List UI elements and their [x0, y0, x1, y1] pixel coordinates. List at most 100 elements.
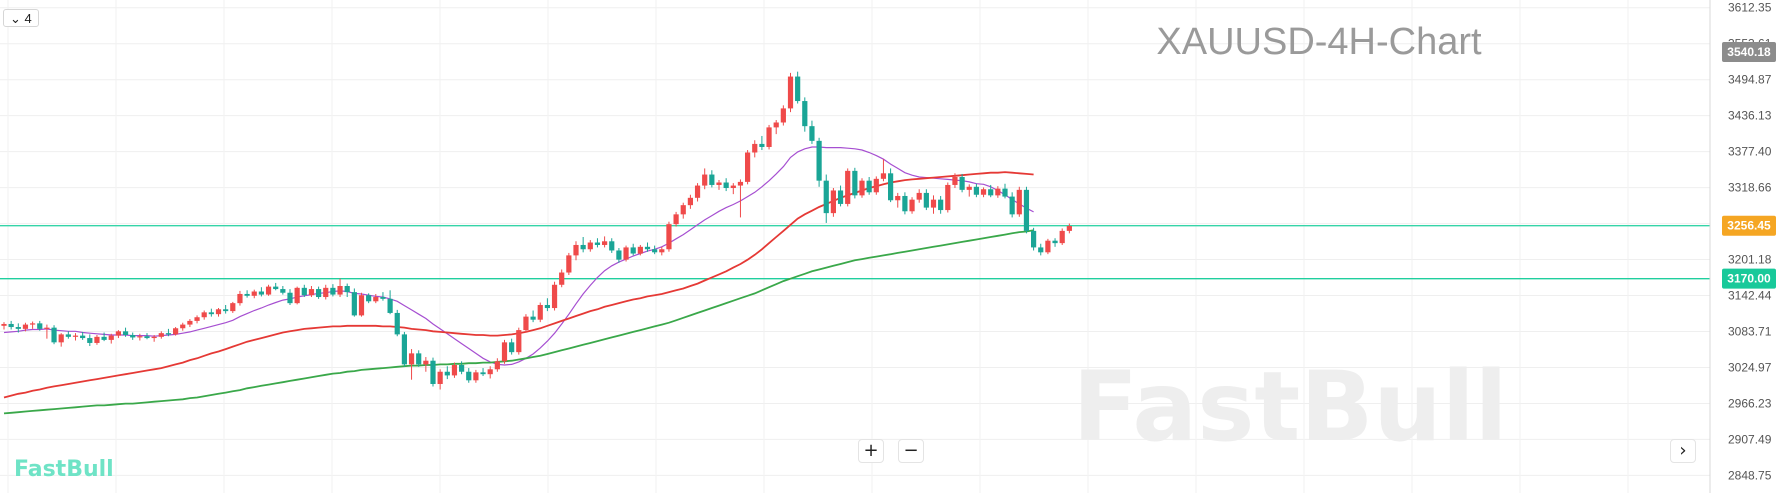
- candle: [1045, 238, 1051, 255]
- candle-body: [8, 323, 14, 328]
- price-badge-label: 3170.00: [1727, 272, 1771, 286]
- zoom-out-button[interactable]: −: [898, 439, 924, 463]
- candle-body: [158, 333, 164, 337]
- candle: [802, 97, 808, 132]
- candle: [880, 159, 887, 182]
- candle: [158, 331, 164, 339]
- candle-body: [623, 247, 629, 260]
- candle-body: [888, 173, 894, 201]
- candle-body: [466, 371, 472, 381]
- candle-body: [759, 143, 765, 147]
- candle-body: [37, 323, 43, 329]
- candle-body: [680, 205, 686, 215]
- candle: [265, 284, 272, 296]
- candle: [938, 195, 944, 214]
- candle: [344, 283, 350, 298]
- candle: [544, 298, 550, 312]
- candle: [8, 320, 14, 330]
- candle: [666, 221, 672, 252]
- candle: [459, 361, 465, 375]
- candle: [1052, 238, 1058, 247]
- candle-body: [873, 178, 879, 193]
- candle: [337, 278, 343, 298]
- grid-lines: [0, 0, 1710, 493]
- candle-body: [401, 334, 407, 365]
- price-axis[interactable]: 3612.353553.613494.873436.133377.403318.…: [1728, 1, 1772, 483]
- candle-body: [930, 199, 937, 208]
- candle-body: [151, 336, 157, 339]
- candle: [294, 286, 300, 305]
- candle: [230, 301, 236, 313]
- candle-body: [580, 244, 586, 250]
- candle: [845, 168, 851, 207]
- candle-body: [351, 292, 357, 316]
- candle-body: [208, 312, 214, 315]
- price-badge: 3256.45: [1722, 215, 1776, 236]
- y-tick-label: 2966.23: [1728, 396, 1772, 410]
- candle: [115, 330, 121, 339]
- y-tick-label: 3318.66: [1728, 181, 1772, 195]
- candle-body: [594, 242, 601, 245]
- candle-body: [101, 336, 107, 340]
- candle-body: [301, 287, 307, 296]
- candle: [530, 310, 536, 323]
- candle: [902, 192, 908, 215]
- candle: [852, 167, 858, 199]
- candle-body: [137, 336, 143, 338]
- chart-title: XAUUSD-4H-Chart: [1156, 21, 1482, 63]
- zoom-in-button[interactable]: +: [858, 439, 884, 463]
- candle: [237, 290, 243, 306]
- candle-body: [795, 76, 801, 102]
- candle-body: [630, 247, 636, 254]
- candle: [316, 286, 322, 299]
- candle: [923, 189, 929, 211]
- moving-average-line: [3, 171, 1034, 399]
- candle: [909, 197, 915, 214]
- candle-body: [523, 316, 529, 331]
- candle-body: [287, 292, 293, 304]
- candle: [187, 319, 193, 328]
- candle: [173, 327, 179, 336]
- candle: [480, 368, 486, 377]
- candle: [809, 120, 815, 144]
- candle: [930, 195, 937, 214]
- candle: [1038, 243, 1044, 256]
- candle-body: [852, 170, 858, 196]
- candle-body: [1066, 225, 1072, 231]
- candle-body: [716, 182, 722, 185]
- candle: [673, 211, 679, 227]
- candle: [423, 357, 429, 372]
- candle-body: [923, 192, 929, 208]
- candle-body: [237, 293, 243, 304]
- candle: [594, 238, 601, 248]
- candle-body: [866, 180, 872, 193]
- candle: [716, 180, 722, 190]
- interval-value: 4: [24, 11, 32, 26]
- candle: [730, 183, 736, 195]
- candle-body: [988, 189, 994, 196]
- interval-dropdown[interactable]: ⌄ 4: [3, 9, 39, 27]
- candle: [394, 309, 400, 337]
- candle-body: [87, 338, 93, 343]
- candle-body: [330, 287, 336, 295]
- candle-body: [30, 323, 36, 325]
- candle-body: [752, 143, 758, 153]
- candle-body: [215, 309, 222, 315]
- scroll-right-button[interactable]: ›: [1670, 439, 1696, 463]
- candle-body: [644, 246, 651, 250]
- candle-body: [480, 372, 486, 375]
- candle: [966, 184, 972, 197]
- y-tick-label: 3612.35: [1728, 1, 1772, 15]
- candle: [1059, 228, 1065, 245]
- candle: [487, 366, 493, 379]
- candle: [51, 325, 57, 345]
- moving-average-lines: [3, 146, 1034, 415]
- candle: [244, 290, 250, 298]
- price-badge: 3540.18: [1722, 41, 1776, 62]
- candle: [144, 333, 150, 340]
- candle: [280, 286, 286, 295]
- candle: [830, 188, 836, 217]
- y-tick-label: 2848.75: [1728, 468, 1772, 482]
